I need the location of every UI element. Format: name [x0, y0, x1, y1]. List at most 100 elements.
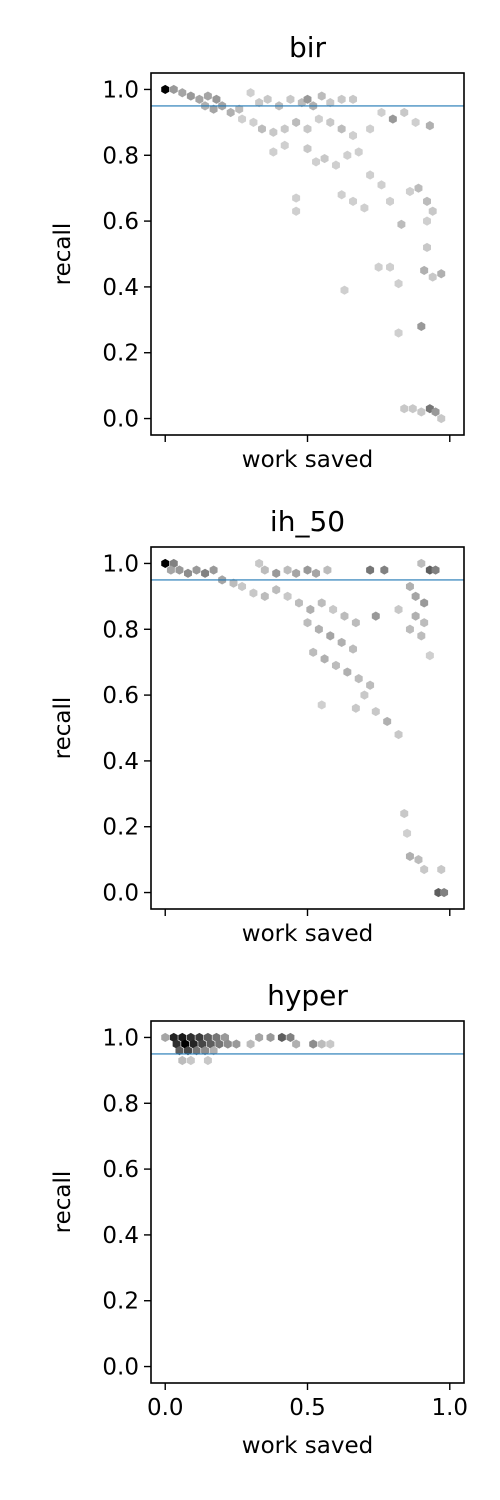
hexbin-cell	[337, 190, 346, 200]
hexbin-cell	[260, 591, 269, 601]
hexbin-cell	[269, 147, 278, 157]
hexbin-cell	[400, 107, 409, 118]
hexbin-cell	[403, 828, 412, 838]
hexbin-cell	[417, 321, 426, 331]
hexbin-cell	[203, 91, 212, 101]
hexbin-cell	[292, 1039, 301, 1049]
hexbin-cell	[317, 91, 326, 101]
hexbin-cell	[343, 150, 352, 160]
hexbin-cell	[414, 183, 423, 193]
hexbin-cell	[172, 1039, 181, 1049]
hexbin-cell	[425, 651, 434, 661]
hexbin-cell	[246, 1039, 255, 1049]
hexbin-cell	[428, 272, 437, 282]
hexbin-cell	[203, 1032, 212, 1043]
y-tick-label: 0.4	[102, 749, 139, 775]
hexbin-cell	[272, 585, 281, 595]
hexbin-cell	[181, 1039, 190, 1049]
hexbin-cell	[354, 147, 363, 157]
hexbin-cell	[306, 604, 315, 615]
hexbin-cell	[195, 1032, 204, 1043]
hexbin-cell	[354, 674, 363, 684]
hexbin-cell	[351, 703, 360, 713]
hexbin-cell	[277, 1032, 286, 1043]
hexbin-cell	[161, 84, 170, 95]
hexbin-cell	[280, 140, 289, 150]
hexbin-cell	[184, 568, 192, 578]
y-tick-label: 0.0	[102, 881, 139, 907]
hexbin-cell	[257, 124, 266, 134]
x-tick-label: 1.0	[431, 1395, 468, 1421]
hexbin-cell	[303, 618, 312, 628]
hexbin-cell	[317, 700, 326, 710]
hexbin-cell	[349, 644, 358, 654]
hexbin-cell	[209, 1046, 218, 1056]
hexbin-cell	[286, 1032, 295, 1043]
hexbin-cell	[169, 1032, 178, 1043]
hexbin-cell	[400, 404, 409, 414]
hexbin-cell	[414, 855, 423, 865]
hexbin-cell	[178, 88, 187, 98]
hexbin-cell	[411, 591, 420, 601]
hexbin-cell	[326, 117, 335, 127]
hexbin-cell	[186, 1032, 195, 1043]
hexbin-cell	[175, 565, 184, 575]
hexbin-cell	[206, 1039, 215, 1049]
hexbin-cell	[303, 565, 312, 575]
y-tick-label: 0.2	[102, 1289, 139, 1315]
hexbin-cell	[161, 1032, 170, 1043]
hexbin-cell	[169, 84, 178, 95]
hexbin-cell	[420, 618, 429, 628]
hexbin-cell	[320, 654, 329, 664]
hexbin-cell	[309, 647, 318, 657]
hexbin-cell	[431, 407, 440, 417]
hexbin-cell	[366, 170, 375, 180]
hexbin-cell	[286, 94, 295, 104]
panel-title: ih_50	[270, 505, 345, 538]
y-tick-label: 0.6	[102, 209, 139, 235]
hexbin-cell	[209, 565, 218, 575]
hexbin-cell	[383, 716, 392, 727]
hexbin-cell	[221, 1032, 229, 1043]
hexbin-cell	[232, 1039, 241, 1049]
y-tick-label: 0.4	[102, 1223, 139, 1249]
hexbin-cell	[337, 124, 346, 134]
hexbin-cell	[263, 94, 272, 104]
hexbin-cell	[394, 279, 403, 289]
hexbin-cell	[166, 565, 175, 575]
hexbin-cell	[317, 598, 326, 608]
hexbin-cell	[394, 328, 403, 338]
y-tick-label: 0.4	[102, 275, 139, 301]
panel-title: hyper	[267, 979, 348, 1012]
hexbin-cell	[303, 124, 312, 134]
hexbin-cells	[161, 1032, 335, 1066]
hexbin-cell	[405, 624, 414, 634]
hexbin-cell	[169, 558, 178, 569]
hexbin-cells	[161, 84, 446, 424]
hexbin-cell	[397, 219, 406, 229]
hexbin-cell	[377, 107, 386, 118]
y-tick-label: 0.0	[102, 1355, 139, 1381]
x-axis-label: work saved	[242, 921, 373, 947]
y-tick-label: 0.2	[102, 341, 139, 367]
hexbin-cell	[423, 242, 431, 253]
hexbin-cell	[405, 581, 414, 592]
hexbin-cell	[371, 611, 380, 621]
hexbin-cell	[394, 604, 403, 615]
hexbin-cell	[309, 1039, 318, 1049]
axes-frame	[150, 1020, 465, 1384]
x-tick-label: 0.0	[147, 1395, 184, 1421]
hexbin-cell	[201, 1046, 210, 1056]
hexbin-cell	[249, 588, 258, 598]
hexbin-cell	[175, 1046, 184, 1056]
hexbin-cell	[405, 186, 414, 197]
hexbin-cell	[246, 88, 255, 98]
hexbin-cell	[314, 624, 323, 634]
hexbin-cell	[437, 413, 446, 424]
hexbin-cell	[326, 1039, 335, 1049]
hexbin-cell	[326, 98, 335, 108]
hexbin-cell	[380, 565, 389, 575]
hexbin-cell	[437, 864, 446, 875]
hexbin-cell	[408, 404, 417, 414]
hexbin-cell	[366, 680, 375, 690]
